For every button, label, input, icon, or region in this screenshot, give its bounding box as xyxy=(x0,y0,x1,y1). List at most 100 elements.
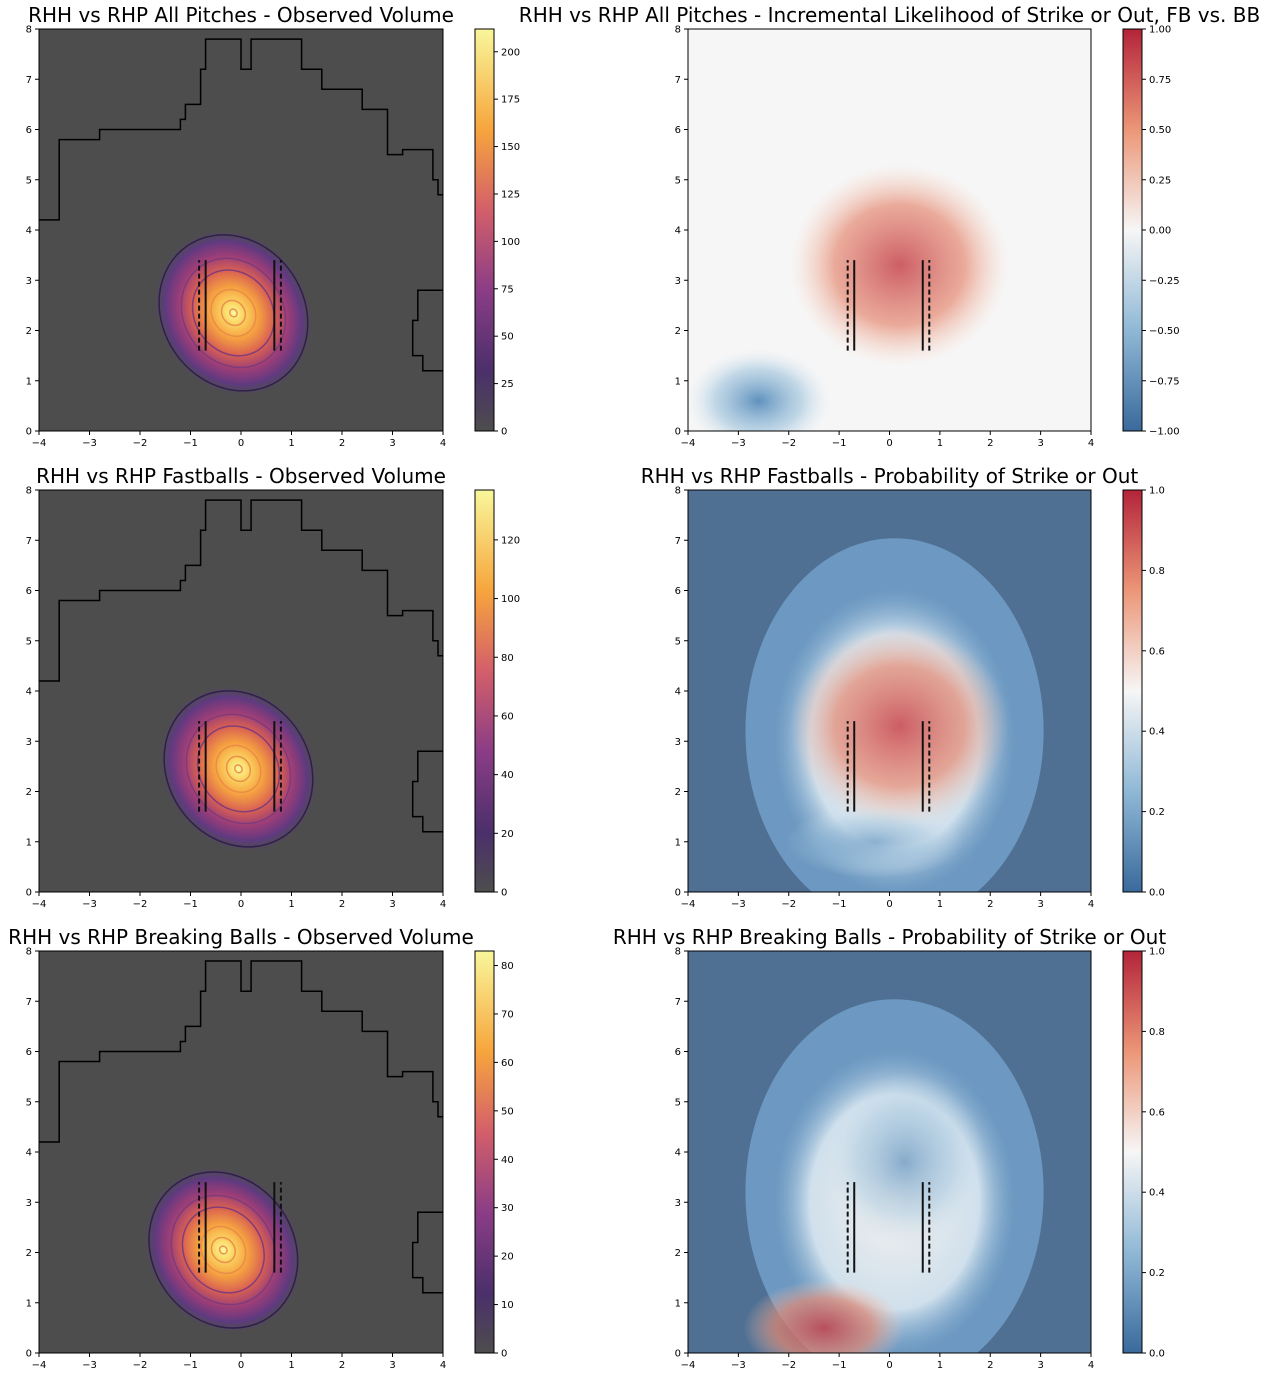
colorbar-tick-label: 0.50 xyxy=(1149,125,1171,136)
y-tick-label: 5 xyxy=(26,1097,32,1108)
high-probability-region xyxy=(743,1279,905,1353)
x-tick-label: 0 xyxy=(238,438,244,449)
x-tick-label: −4 xyxy=(681,438,696,449)
y-tick-label: 7 xyxy=(675,997,681,1008)
x-tick-label: −3 xyxy=(731,438,746,449)
colorbar-tick-label: 10 xyxy=(501,1300,514,1311)
density-contour xyxy=(191,1216,256,1284)
x-tick-label: −3 xyxy=(731,899,746,910)
colorbar-tick-label: 0 xyxy=(501,1349,507,1360)
y-tick-label: 2 xyxy=(26,787,32,798)
density-contour xyxy=(206,735,271,803)
x-tick-label: −1 xyxy=(832,899,847,910)
density-contour xyxy=(158,234,309,392)
y-tick-label: 1 xyxy=(26,1298,32,1309)
y-tick-label: 0 xyxy=(675,888,681,899)
zero-contour xyxy=(39,38,443,221)
y-tick-label: 8 xyxy=(26,486,32,497)
colorbar-tick-label: 0.0 xyxy=(1149,888,1165,899)
colorbar-tick-label: 120 xyxy=(501,535,520,546)
y-tick-label: 5 xyxy=(26,175,32,186)
colorbar-tick-label: 0.2 xyxy=(1149,1268,1165,1279)
heatmap-area xyxy=(688,29,1091,431)
colorbar-tick-label: 75 xyxy=(501,284,514,295)
x-tick-label: 2 xyxy=(987,438,993,449)
x-tick-label: −2 xyxy=(781,438,796,449)
x-tick-label: 3 xyxy=(389,1360,395,1371)
density-contour xyxy=(215,744,262,794)
density-contour xyxy=(220,299,247,327)
y-tick-label: 5 xyxy=(675,636,681,647)
x-tick-label: 3 xyxy=(1037,438,1043,449)
y-tick-label: 2 xyxy=(675,326,681,337)
zero-contour xyxy=(411,289,443,372)
density-contour xyxy=(159,1182,288,1318)
y-tick-label: 7 xyxy=(26,75,32,86)
x-tick-label: 0 xyxy=(886,899,892,910)
panel-1: RHH vs RHP All Pitches - Observed Volume… xyxy=(26,3,520,449)
zero-contour xyxy=(411,750,443,833)
y-tick-label: 0 xyxy=(675,1349,681,1360)
chart-title: RHH vs RHP Fastballs - Probability of St… xyxy=(641,464,1139,488)
y-tick-label: 6 xyxy=(26,586,32,597)
zero-contour xyxy=(39,499,443,682)
x-tick-label: 3 xyxy=(1037,1360,1043,1371)
colorbar-tick-label: 100 xyxy=(501,594,520,605)
y-tick-label: 7 xyxy=(26,997,32,1008)
y-tick-label: 7 xyxy=(26,536,32,547)
x-tick-label: −2 xyxy=(781,899,796,910)
y-tick-label: 4 xyxy=(26,1148,32,1159)
chart-title: RHH vs RHP All Pitches - Observed Volume xyxy=(28,3,454,27)
x-tick-label: 2 xyxy=(987,1360,993,1371)
y-tick-label: 1 xyxy=(26,837,32,848)
chart-title: RHH vs RHP Breaking Balls - Observed Vol… xyxy=(8,925,474,949)
panel-2: RHH vs RHP All Pitches - Incremental Lik… xyxy=(519,3,1260,449)
colorbar-tick-label: 125 xyxy=(501,189,520,200)
y-tick-label: 7 xyxy=(675,75,681,86)
colorbar-tick-label: 0.25 xyxy=(1149,175,1171,186)
colorbar-tick-label: 0.6 xyxy=(1149,1107,1165,1118)
negative-region xyxy=(688,348,832,431)
panel-5: RHH vs RHP Breaking Balls - Observed Vol… xyxy=(8,925,514,1371)
x-tick-label: −4 xyxy=(681,899,696,910)
x-tick-label: −2 xyxy=(133,438,148,449)
x-tick-label: 2 xyxy=(339,1360,345,1371)
colorbar-tick-label: 50 xyxy=(501,332,514,343)
y-tick-label: 1 xyxy=(675,1298,681,1309)
y-tick-label: 2 xyxy=(675,787,681,798)
colorbar-tick-label: 0.6 xyxy=(1149,646,1165,657)
x-tick-label: 0 xyxy=(886,1360,892,1371)
density-contour xyxy=(181,1206,265,1294)
y-tick-label: 1 xyxy=(26,376,32,387)
colorbar-tick-label: 1.00 xyxy=(1149,25,1171,36)
y-tick-label: 0 xyxy=(675,427,681,438)
colorbar-tick-label: 0 xyxy=(501,427,507,438)
x-tick-label: 1 xyxy=(288,1360,294,1371)
x-tick-label: −2 xyxy=(133,1360,148,1371)
x-tick-label: −2 xyxy=(781,1360,796,1371)
x-tick-label: 4 xyxy=(1088,899,1094,910)
density-contour xyxy=(210,1236,236,1264)
x-tick-label: −4 xyxy=(32,899,47,910)
colorbar-tick-label: 40 xyxy=(501,1155,514,1166)
panel-3: RHH vs RHP Fastballs - Observed Volume −4… xyxy=(26,464,520,910)
x-tick-label: −3 xyxy=(82,438,97,449)
colorbar-tick-label: 50 xyxy=(501,1106,514,1117)
y-tick-label: 7 xyxy=(675,536,681,547)
y-tick-label: 2 xyxy=(26,326,32,337)
x-tick-label: 4 xyxy=(440,899,446,910)
chart-title: RHH vs RHP Breaking Balls - Probability … xyxy=(613,925,1166,949)
density-contour xyxy=(234,764,243,774)
y-tick-label: 4 xyxy=(26,226,32,237)
x-tick-label: 2 xyxy=(339,899,345,910)
x-tick-label: 4 xyxy=(440,1360,446,1371)
density-contour xyxy=(196,725,281,813)
y-tick-label: 3 xyxy=(26,276,32,287)
colorbar xyxy=(1122,28,1143,432)
x-tick-label: 4 xyxy=(1088,438,1094,449)
x-tick-label: −1 xyxy=(183,899,198,910)
y-tick-label: 6 xyxy=(26,1047,32,1058)
density-contour xyxy=(201,279,266,347)
colorbar-tick-label: 1.0 xyxy=(1149,947,1165,958)
low-probability-region xyxy=(824,1073,986,1251)
